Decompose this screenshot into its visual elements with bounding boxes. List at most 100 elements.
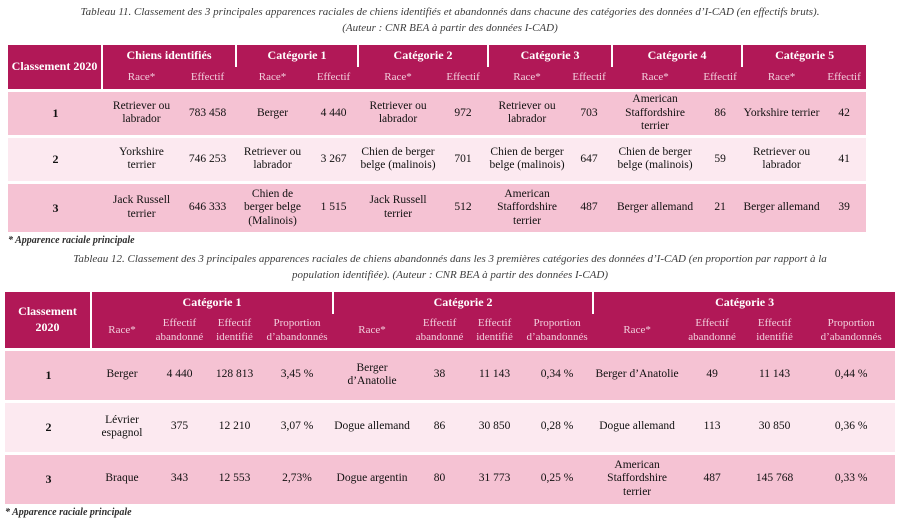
race-cell: American Staffordshire terrier bbox=[611, 88, 700, 135]
table-row: 3 Braque 343 12 553 2,73% Dogue argentin… bbox=[5, 451, 896, 504]
rank-cell: 3 bbox=[5, 451, 92, 504]
race-cell: Chien de berger belge (Malinois) bbox=[235, 180, 311, 232]
value-cell: 3 267 bbox=[310, 134, 358, 181]
race-cell: Braque bbox=[92, 451, 152, 504]
race-cell: Jack Russell terrier bbox=[357, 180, 440, 232]
race-cell: Berger bbox=[235, 88, 311, 135]
table-12-title-line2: population identifiée). (Auteur : CNR BE… bbox=[292, 268, 608, 281]
race-cell: Retriever ou labrador bbox=[741, 134, 823, 181]
col-header-race: Race* bbox=[103, 66, 180, 89]
value-cell: 0,34 % bbox=[522, 347, 593, 400]
group-header-categorie-2: Catégorie 2 bbox=[357, 44, 488, 67]
race-cell: Chien de berger belge (malinois) bbox=[357, 134, 440, 181]
col-header-effectif-identifie: Effectif identifié bbox=[467, 313, 523, 348]
value-cell: 375 bbox=[152, 399, 207, 452]
col-header-effectif: Effectif bbox=[439, 66, 488, 89]
race-cell: Retriever ou labrador bbox=[487, 88, 568, 135]
value-cell: 1 515 bbox=[310, 180, 358, 232]
table-12-title-line1: Tableau 12. Classement des 3 principales… bbox=[73, 252, 827, 265]
group-header-categorie-1: Catégorie 1 bbox=[92, 291, 333, 314]
col-header-race: Race* bbox=[332, 313, 413, 348]
value-cell: 49 bbox=[682, 347, 743, 400]
race-cell: Lévrier espagnol bbox=[92, 399, 152, 452]
race-cell: Retriever ou labrador bbox=[235, 134, 311, 181]
col-header-effectif: Effectif bbox=[310, 66, 358, 89]
race-cell: Retriever ou labrador bbox=[103, 88, 180, 135]
table-row: 2 Yorkshire terrier 746 253 Retriever ou… bbox=[8, 134, 867, 181]
value-cell: 42 bbox=[822, 88, 867, 135]
race-cell: Yorkshire terrier bbox=[741, 88, 823, 135]
race-cell: Berger allemand bbox=[741, 180, 823, 232]
col-header-race: Race* bbox=[592, 313, 683, 348]
value-cell: 145 768 bbox=[742, 451, 808, 504]
group-header-categorie-4: Catégorie 4 bbox=[611, 44, 742, 67]
value-cell: 487 bbox=[682, 451, 743, 504]
value-cell: 647 bbox=[567, 134, 612, 181]
race-cell: Yorkshire terrier bbox=[103, 134, 180, 181]
table-row: 2 Lévrier espagnol 375 12 210 3,07 % Dog… bbox=[5, 399, 896, 452]
race-cell: Retriever ou labrador bbox=[357, 88, 440, 135]
value-cell: 30 850 bbox=[467, 399, 523, 452]
race-cell: Chien de berger belge (malinois) bbox=[611, 134, 700, 181]
value-cell: 86 bbox=[699, 88, 742, 135]
race-cell: Berger bbox=[92, 347, 152, 400]
table-11-footnote: * Apparence raciale principale bbox=[8, 234, 135, 246]
rank-cell: 3 bbox=[8, 180, 103, 232]
value-cell: 113 bbox=[682, 399, 743, 452]
race-cell: Dogue argentin bbox=[332, 451, 413, 504]
rank-column-header: Classement 2020 bbox=[8, 44, 103, 89]
value-cell: 0,25 % bbox=[522, 451, 593, 504]
value-cell: 4 440 bbox=[152, 347, 207, 400]
rank-column-header: Classement 2020 bbox=[5, 291, 92, 348]
col-header-effectif-identifie: Effectif identifié bbox=[742, 313, 808, 348]
value-cell: 646 333 bbox=[180, 180, 236, 232]
rank-cell: 1 bbox=[5, 347, 92, 400]
col-header-race: Race* bbox=[235, 66, 311, 89]
race-cell: American Staffordshire terrier bbox=[487, 180, 568, 232]
table-11-title-line2: (Auteur : CNR BEA à partir des données I… bbox=[342, 21, 558, 34]
value-cell: 31 773 bbox=[467, 451, 523, 504]
col-header-effectif-abandonne: Effectif abandonné bbox=[412, 313, 468, 348]
value-cell: 0,28 % bbox=[522, 399, 593, 452]
value-cell: 3,07 % bbox=[262, 399, 333, 452]
value-cell: 59 bbox=[699, 134, 742, 181]
col-header-effectif: Effectif bbox=[180, 66, 236, 89]
value-cell: 11 143 bbox=[742, 347, 808, 400]
race-cell: Dogue allemand bbox=[332, 399, 413, 452]
value-cell: 703 bbox=[567, 88, 612, 135]
col-header-race: Race* bbox=[92, 313, 152, 348]
col-header-effectif-abandonne: Effectif abandonné bbox=[682, 313, 743, 348]
race-cell: Jack Russell terrier bbox=[103, 180, 180, 232]
table-11-title: Tableau 11. Classement des 3 principales… bbox=[0, 0, 900, 37]
value-cell: 12 553 bbox=[207, 451, 262, 504]
col-header-race: Race* bbox=[611, 66, 700, 89]
group-header-categorie-5: Catégorie 5 bbox=[741, 44, 867, 67]
col-header-proportion-abandonnes: Proportion d’abandonnés bbox=[807, 313, 896, 348]
race-cell: American Staffordshire terrier bbox=[592, 451, 683, 504]
value-cell: 11 143 bbox=[467, 347, 523, 400]
rank-cell: 2 bbox=[5, 399, 92, 452]
value-cell: 39 bbox=[822, 180, 867, 232]
col-header-race: Race* bbox=[487, 66, 568, 89]
value-cell: 38 bbox=[412, 347, 468, 400]
table-12: Classement 2020 Catégorie 1 Catégorie 2 … bbox=[5, 291, 896, 504]
group-header-categorie-3: Catégorie 3 bbox=[487, 44, 612, 67]
col-header-effectif: Effectif bbox=[699, 66, 742, 89]
group-header-categorie-3: Catégorie 3 bbox=[592, 291, 896, 314]
table-row: 1 Retriever ou labrador 783 458 Berger 4… bbox=[8, 88, 867, 135]
rank-cell: 1 bbox=[8, 88, 103, 135]
value-cell: 3,45 % bbox=[262, 347, 333, 400]
group-header-categorie-2: Catégorie 2 bbox=[332, 291, 593, 314]
table-11-sub-header-row: Race* Effectif Race* Effectif Race* Effe… bbox=[8, 66, 867, 89]
value-cell: 487 bbox=[567, 180, 612, 232]
col-header-race: Race* bbox=[741, 66, 823, 89]
value-cell: 12 210 bbox=[207, 399, 262, 452]
table-row: 1 Berger 4 440 128 813 3,45 % Berger d’A… bbox=[5, 347, 896, 400]
col-header-effectif-abandonne: Effectif abandonné bbox=[152, 313, 207, 348]
value-cell: 4 440 bbox=[310, 88, 358, 135]
value-cell: 0,44 % bbox=[807, 347, 896, 400]
race-cell: Berger d’Anatolie bbox=[592, 347, 683, 400]
value-cell: 41 bbox=[822, 134, 867, 181]
table-11-group-header-row: Classement 2020 Chiens identifiés Catégo… bbox=[8, 44, 867, 89]
col-header-effectif: Effectif bbox=[822, 66, 867, 89]
